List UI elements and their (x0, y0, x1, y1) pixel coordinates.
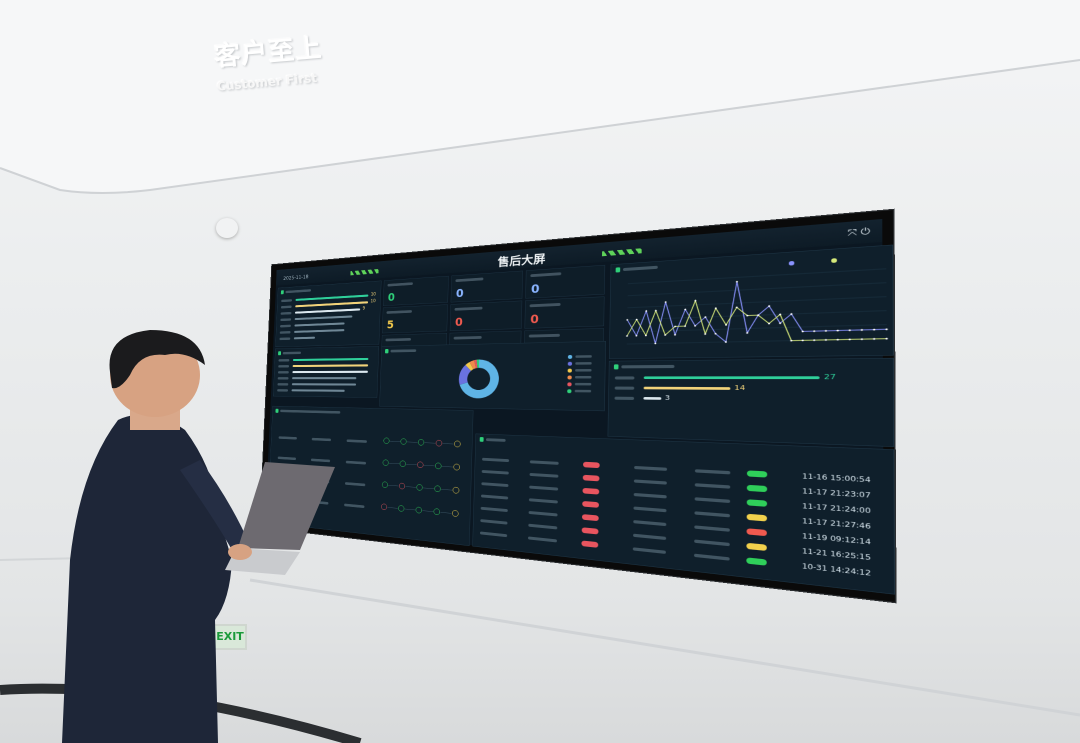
ceiling-curve (0, 0, 1080, 194)
exit-sign: EXIT (213, 624, 247, 650)
smoke-detector (216, 218, 238, 238)
